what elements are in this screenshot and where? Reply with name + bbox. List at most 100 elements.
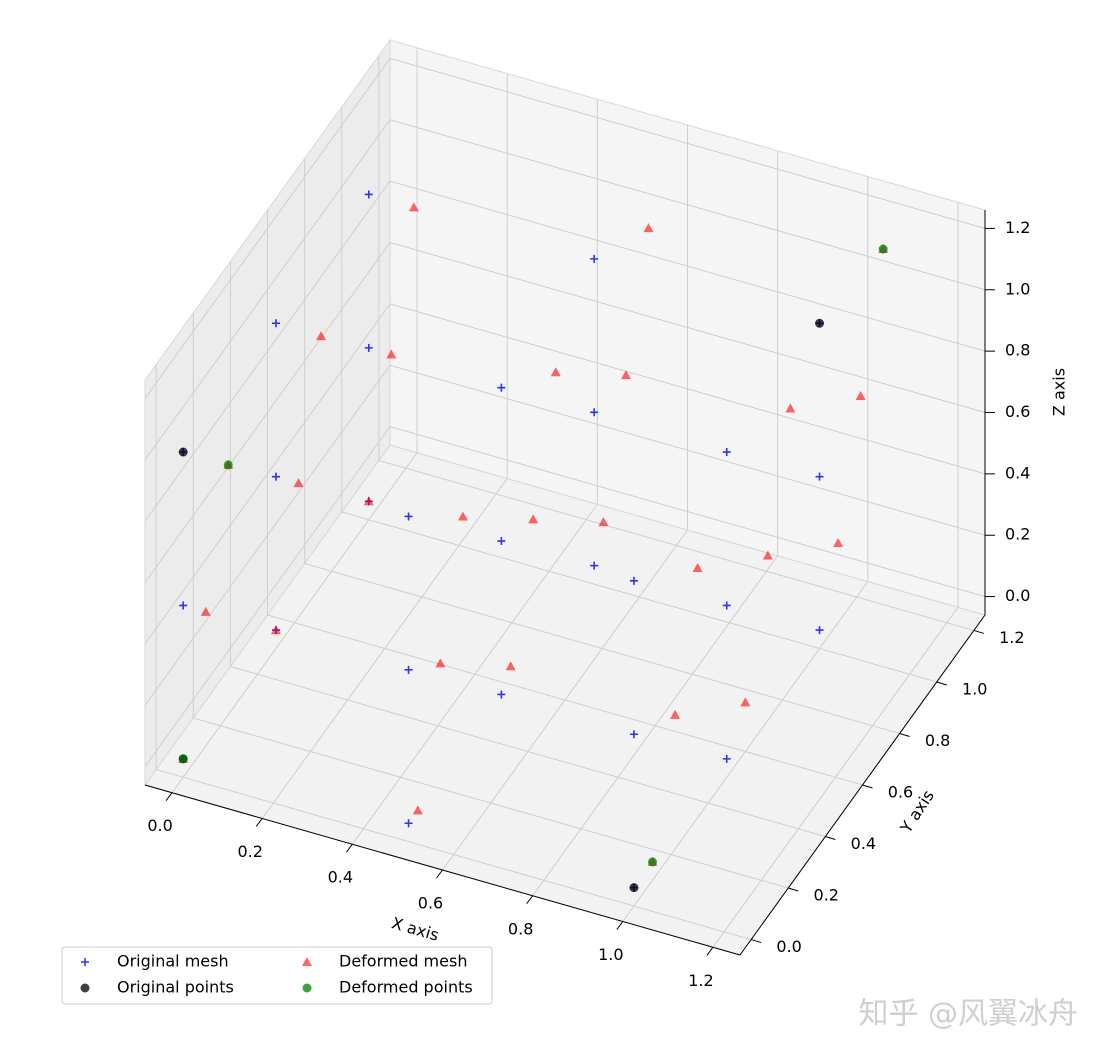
grid-line: [389, 180, 986, 352]
circle-marker: [223, 460, 233, 470]
grid-line: [230, 666, 826, 837]
triangle-marker: [643, 223, 654, 233]
y-tick-label: 0.6: [888, 783, 913, 802]
y-tick: [973, 629, 985, 634]
plus-marker: [815, 472, 824, 481]
triangle-marker: [785, 403, 796, 413]
circle-marker: [815, 318, 825, 328]
grid-line: [144, 303, 391, 645]
plus-marker: [497, 537, 506, 546]
legend-label: Deformed mesh: [339, 952, 467, 971]
x-tick-label: 0.0: [147, 816, 172, 835]
triangle-marker: [363, 496, 374, 506]
x-tick: [436, 869, 443, 879]
y-tick-label: 1.0: [962, 679, 987, 698]
x-tick: [345, 843, 353, 853]
triangle-marker: [412, 805, 423, 815]
plus-marker: [497, 383, 506, 392]
grid-line: [389, 119, 986, 291]
plus-marker: [271, 472, 280, 481]
y-tick-label: 0.4: [851, 834, 876, 853]
triangle-marker: [408, 202, 419, 212]
legend-label: Deformed points: [339, 978, 473, 997]
panes: [144, 38, 986, 956]
triangle-marker: [457, 511, 468, 521]
y-tick: [750, 939, 762, 944]
x-tick: [255, 818, 263, 827]
z-axis-label: Z axis: [1050, 368, 1069, 416]
grid-line: [144, 58, 391, 399]
z-tick-label: 0.8: [1005, 341, 1030, 360]
plus-marker: [497, 690, 506, 699]
triangle-marker: [528, 514, 539, 524]
y-tick: [825, 836, 836, 840]
plus-marker: [404, 512, 413, 521]
plus-marker: [271, 319, 280, 328]
x-tick: [526, 895, 534, 905]
plus-marker: [81, 958, 89, 966]
triangle-marker: [598, 517, 609, 527]
triangle-marker: [550, 367, 561, 377]
z-tick-label: 0.0: [1005, 586, 1030, 605]
y-tick: [899, 733, 910, 737]
plus-marker: [590, 254, 599, 263]
x-tick-label: 0.8: [508, 919, 533, 938]
circle-marker: [648, 857, 657, 867]
x-tick-label: 1.0: [598, 945, 623, 964]
grid-line: [144, 119, 391, 461]
circle-marker: [629, 883, 639, 893]
triangle-marker: [505, 661, 516, 671]
plus-marker: [364, 190, 373, 199]
z-tick-label: 0.4: [1005, 463, 1030, 482]
legend-label: Original mesh: [117, 952, 229, 971]
circle-marker: [302, 983, 312, 993]
plus-marker: [629, 576, 638, 585]
x-axis-label: X axis: [390, 913, 441, 945]
marks: [178, 190, 889, 893]
legend: Original mesh Deformed mesh Original point…: [61, 946, 493, 1005]
plus-marker: [404, 819, 413, 828]
grid-line: [389, 426, 986, 598]
y-tick-label: 1.2: [999, 628, 1024, 647]
triangle-marker: [316, 331, 327, 341]
x-tick-label: 1.2: [688, 971, 713, 990]
legend-frame: [61, 946, 493, 1005]
grid-line: [389, 242, 986, 413]
z-tick-label: 1.2: [1005, 218, 1030, 237]
circle-marker: [178, 754, 188, 764]
plus-marker: [404, 665, 413, 674]
circle-marker: [878, 244, 888, 254]
plus-marker: [364, 343, 373, 352]
triangle-marker: [855, 390, 866, 400]
circle-marker: [80, 983, 90, 993]
plus-marker: [179, 601, 188, 610]
y-tick: [788, 887, 799, 892]
triangle-marker: [386, 349, 397, 359]
z-tick-label: 0.2: [1005, 525, 1030, 544]
triangle-marker: [200, 606, 211, 616]
triangle-marker: [833, 537, 844, 547]
x-tick: [616, 921, 624, 930]
plus-marker: [590, 408, 599, 417]
grid-line: [267, 614, 863, 786]
triangle-marker: [270, 625, 281, 635]
grid-line: [144, 364, 391, 706]
circle-marker: [178, 447, 188, 457]
grid: [144, 47, 986, 948]
triangle-marker: [740, 697, 751, 707]
y-tick: [862, 784, 873, 789]
legend-label: Original points: [117, 978, 234, 997]
grid-line: [144, 426, 391, 767]
triangle-marker: [670, 709, 681, 719]
watermark: 知乎 @风翼冰舟: [858, 997, 1078, 1032]
x-tick-label: 0.4: [328, 868, 353, 887]
grid-line: [144, 180, 391, 522]
x-tick: [706, 946, 714, 956]
grid-line: [378, 459, 975, 631]
grid-line: [389, 57, 986, 229]
plus-marker: [722, 448, 731, 457]
triangle-marker: [762, 550, 773, 560]
grid-line: [304, 563, 900, 734]
plus-marker: [722, 601, 731, 610]
